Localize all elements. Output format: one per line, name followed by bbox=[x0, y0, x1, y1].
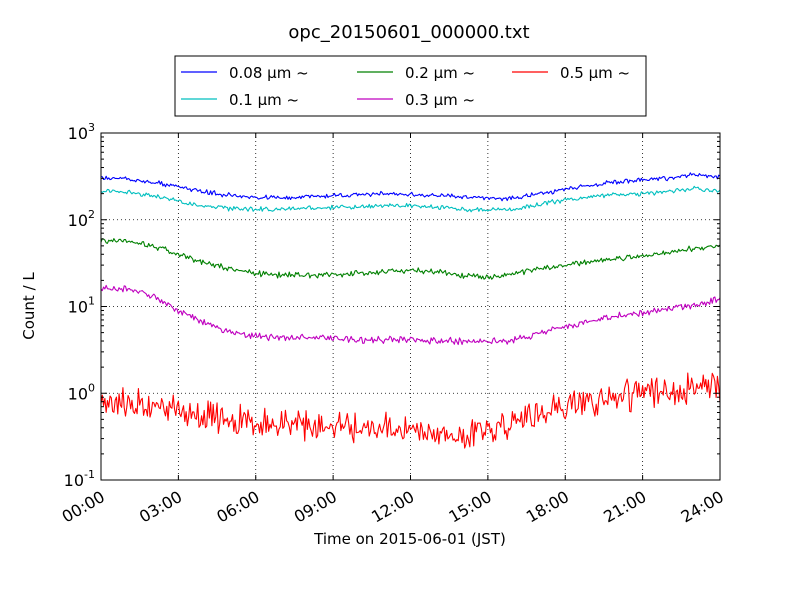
legend-label: 0.1 μm ~ bbox=[229, 91, 299, 109]
legend-label: 0.08 μm ~ bbox=[229, 64, 309, 82]
x-axis-label: Time on 2015-06-01 (JST) bbox=[313, 530, 506, 548]
series-lines bbox=[100, 172, 721, 449]
y-tick-label: 101 bbox=[68, 295, 95, 317]
axis-ticks bbox=[100, 132, 721, 481]
y-tick-label: 103 bbox=[68, 121, 95, 143]
y-tick-label: 100 bbox=[68, 381, 95, 403]
y-tick-label: 102 bbox=[68, 208, 95, 230]
y-tick-label: 10-1 bbox=[64, 468, 95, 490]
legend-label: 0.2 μm ~ bbox=[405, 64, 475, 82]
legend-box bbox=[174, 55, 647, 117]
y-axis-label: Count / L bbox=[20, 272, 38, 340]
series-line bbox=[100, 372, 721, 449]
legend-label: 0.3 μm ~ bbox=[405, 91, 475, 109]
legend-label: 0.5 μm ~ bbox=[560, 64, 630, 82]
series-line bbox=[100, 284, 721, 346]
series-line bbox=[100, 185, 721, 213]
chart-title: opc_20150601_000000.txt bbox=[288, 22, 529, 43]
series-line bbox=[100, 172, 721, 202]
y-tick-labels: 10-1 100 101 102 103 bbox=[64, 121, 95, 490]
legend: 0.08 μm ~ 0.1 μm ~ 0.2 μm ~ 0.3 μm ~ 0.5 μm … bbox=[174, 55, 647, 117]
series-line bbox=[100, 238, 721, 280]
